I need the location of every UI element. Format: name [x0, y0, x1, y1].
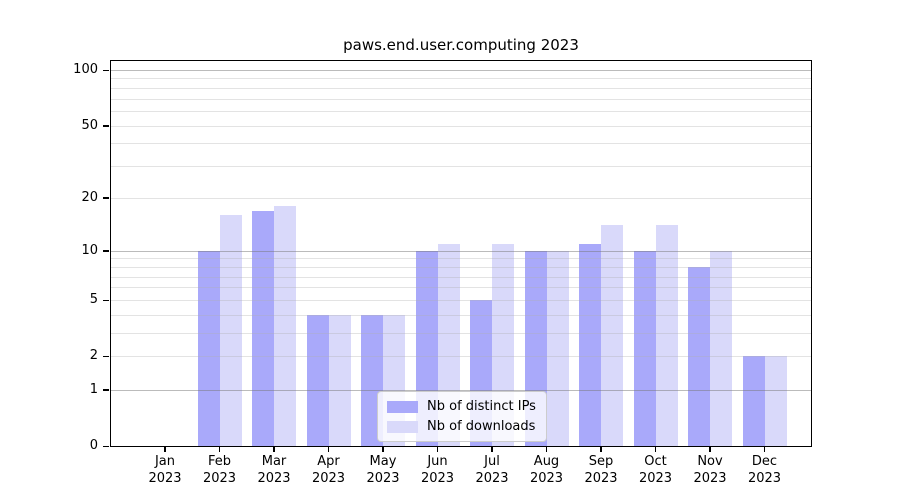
xtick-year-sep: 2023	[584, 471, 618, 486]
xtick-label-dec: Dec 2023	[733, 453, 797, 487]
bar-sep-downloads	[601, 225, 623, 446]
gridline-50	[110, 125, 812, 127]
xtick-year-feb: 2023	[202, 471, 237, 486]
gridline-10	[110, 250, 812, 252]
bar-sep-ips	[579, 243, 601, 446]
xtick-mar	[273, 447, 275, 452]
xtick-label-aug: Aug 2023	[515, 453, 579, 487]
legend-swatch-downloads	[387, 420, 418, 433]
ytick-2	[103, 355, 109, 358]
ytick-label-2: 2	[89, 348, 98, 364]
xtick-dec	[763, 447, 766, 452]
gridline-9	[110, 258, 812, 260]
xtick-nov	[709, 447, 711, 452]
ytick-20	[103, 197, 109, 199]
xtick-aug	[545, 447, 548, 452]
bar-oct-downloads	[655, 225, 678, 446]
ytick-100	[103, 69, 109, 71]
xtick-label-feb: Feb 2023	[188, 453, 252, 487]
gridline-60	[110, 111, 812, 113]
ytick-label-5: 5	[89, 292, 98, 308]
xtick-year-dec: 2023	[747, 471, 782, 486]
ytick-label-1: 1	[89, 381, 98, 397]
xtick-year-aug: 2023	[529, 471, 564, 486]
xtick-year-jan: 2023	[148, 471, 182, 486]
bar-apr-downloads	[328, 314, 351, 446]
xtick-label-sep: Sep 2023	[569, 453, 633, 487]
ytick-5	[103, 299, 109, 302]
xtick-year-nov: 2023	[693, 471, 727, 486]
bar-mar-ips	[252, 210, 274, 446]
ytick-1	[103, 389, 109, 391]
xtick-label-apr: Apr 2023	[297, 453, 361, 487]
xtick-label-jul: Jul 2023	[460, 453, 524, 487]
xtick-year-may: 2023	[366, 471, 400, 486]
gridline-3	[110, 333, 812, 335]
gridline-70	[110, 98, 812, 100]
legend-label-downloads: Nb of downloads	[427, 419, 536, 434]
xtick-year-oct: 2023	[638, 471, 673, 486]
xtick-year-mar: 2023	[257, 471, 291, 486]
xtick-year-jun: 2023	[420, 471, 455, 486]
xtick-label-oct: Oct 2023	[624, 453, 688, 487]
bar-feb-ips	[197, 250, 220, 446]
gridline-90	[110, 78, 812, 80]
bar-dec-ips	[742, 356, 765, 446]
gridline-5	[110, 300, 812, 302]
gridline-80	[110, 87, 812, 89]
xtick-label-jan: Jan 2023	[133, 453, 197, 487]
gridline-40	[110, 143, 812, 145]
gridline-4	[110, 314, 812, 316]
gridline-7	[110, 276, 812, 278]
xtick-year-jul: 2023	[475, 471, 509, 486]
gridline-2	[110, 356, 812, 358]
gridline-20	[110, 197, 812, 199]
legend-item-distinct-ips: Nb of distinct IPs	[387, 399, 536, 414]
xtick-jan	[164, 447, 166, 452]
xtick-label-nov: Nov 2023	[678, 453, 742, 487]
xtick-apr	[327, 447, 330, 452]
bar-oct-ips	[633, 250, 656, 446]
xtick-label-jun: Jun 2023	[406, 453, 470, 487]
xtick-jun	[436, 447, 439, 452]
ytick-label-10: 10	[81, 242, 98, 258]
bar-nov-ips	[688, 266, 710, 446]
gridline-8	[110, 266, 812, 268]
ytick-label-100: 100	[73, 62, 98, 77]
xtick-sep	[600, 447, 602, 452]
ytick-10	[103, 250, 109, 252]
ytick-label-20: 20	[81, 189, 98, 205]
xtick-label-may: May 2023	[351, 453, 415, 487]
xtick-jul	[491, 447, 493, 452]
bar-feb-downloads	[219, 215, 242, 446]
legend-label-distinct-ips: Nb of distinct IPs	[427, 399, 536, 414]
bar-mar-downloads	[274, 206, 296, 446]
xtick-may	[382, 447, 384, 452]
gridline-100	[110, 70, 812, 71]
bar-apr-ips	[306, 314, 329, 446]
xtick-year-apr: 2023	[311, 471, 346, 486]
gridline-1	[110, 389, 812, 391]
xtick-feb	[218, 447, 221, 452]
bar-dec-downloads	[764, 356, 787, 446]
xtick-label-mar: Mar 2023	[242, 453, 306, 487]
gridline-30	[110, 166, 812, 168]
ytick-label-50: 50	[81, 117, 98, 133]
legend-item-downloads: Nb of downloads	[387, 419, 536, 434]
ytick-0	[103, 445, 109, 447]
ytick-label-0: 0	[89, 438, 98, 453]
gridline-6	[110, 287, 812, 289]
bar-aug-downloads	[546, 250, 569, 446]
legend-swatch-distinct-ips	[387, 400, 418, 413]
legend: Nb of distinct IPs Nb of downloads	[377, 391, 547, 442]
bar-nov-downloads	[710, 250, 732, 446]
chart-title: paws.end.user.computing 2023	[343, 36, 579, 54]
ytick-50	[103, 125, 109, 127]
xtick-oct	[654, 447, 657, 452]
